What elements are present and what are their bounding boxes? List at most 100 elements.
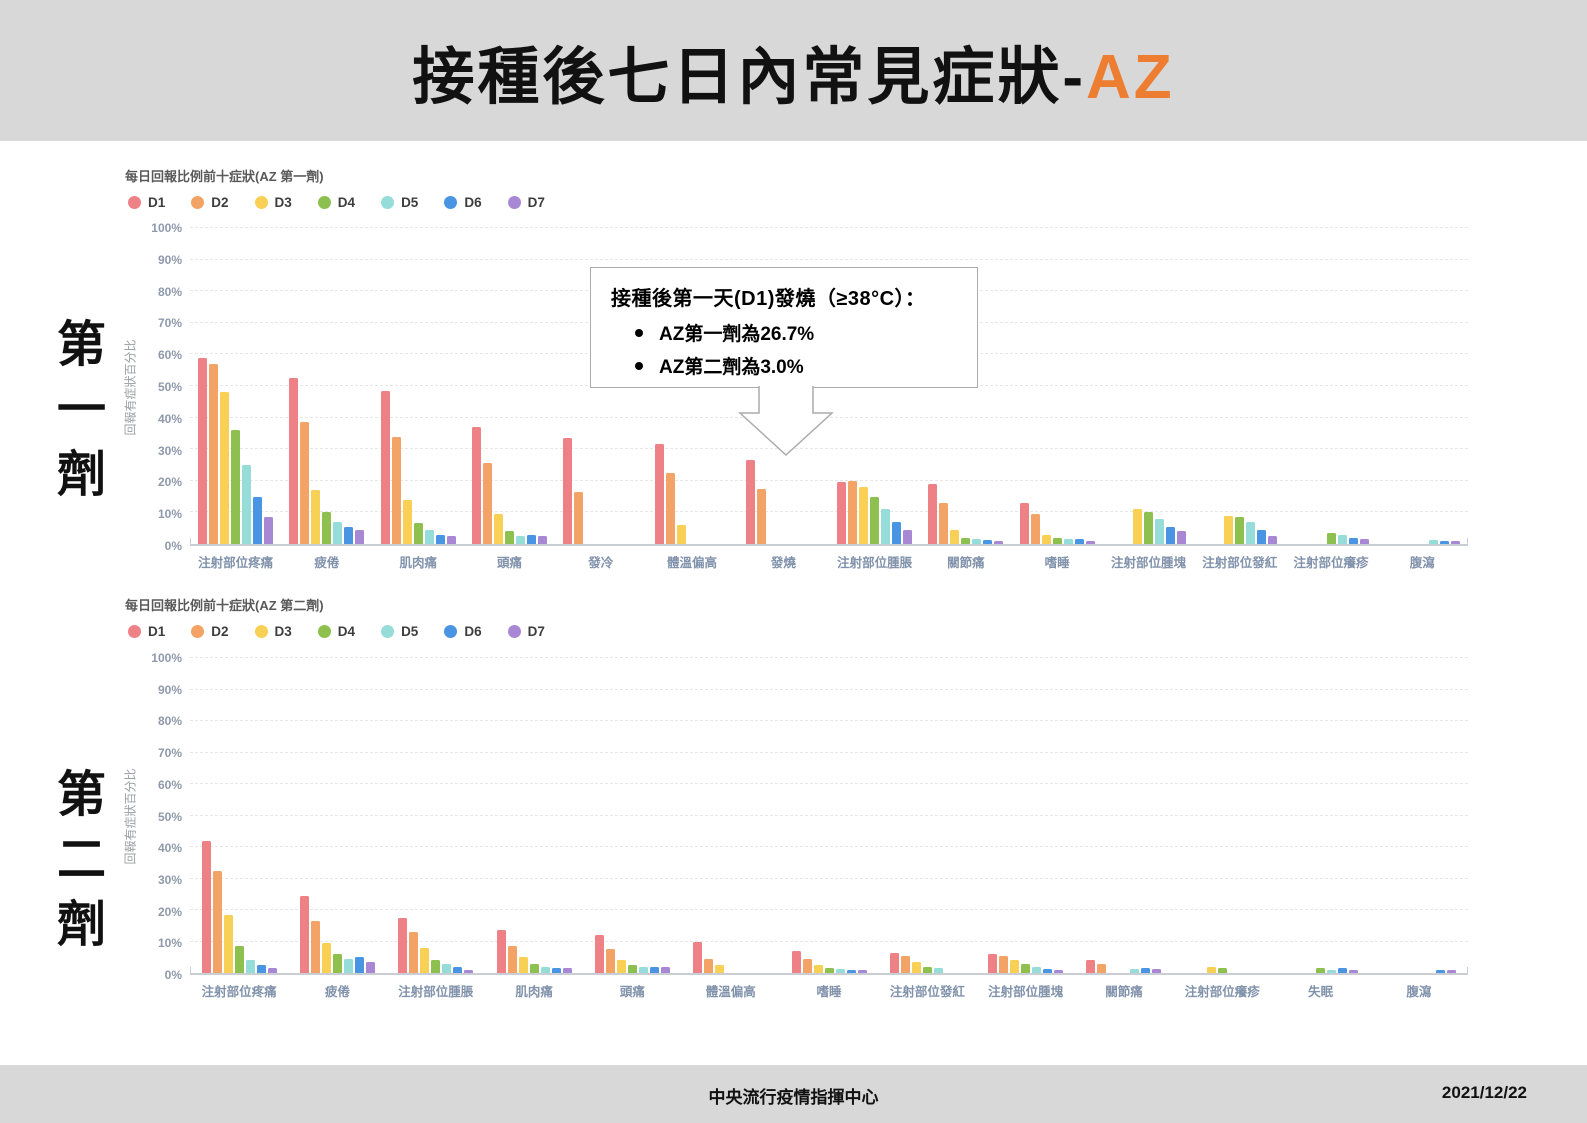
bar-D5-注射部位發紅: [1246, 521, 1256, 544]
bar-D3-注射部位疼痛: [223, 914, 233, 973]
bar-D2-疲倦: [300, 422, 310, 544]
legend-label-D3: D3: [274, 624, 292, 639]
bars-row: [190, 658, 1468, 973]
legend-dot-icon-D2: [191, 625, 205, 638]
legend-dot-icon-D3: [254, 196, 268, 209]
gridline-90: [190, 258, 1468, 260]
bar-D3-注射部位發紅: [1224, 515, 1234, 544]
bullet-dot-icon: [635, 361, 643, 370]
gridline-100: [190, 227, 1468, 228]
bar-D4-注射部位腫脹: [870, 496, 880, 544]
legend-dot-icon-D4: [317, 625, 331, 638]
bar-D5-頭痛: [515, 536, 525, 544]
bar-D4-注射部位腫脹: [431, 960, 441, 973]
y-tick-label-70: 70%: [157, 746, 182, 761]
bar-D4-失眠: [1316, 968, 1326, 973]
bar-D1-發燒: [745, 459, 755, 544]
x-label-注射部位發紅: 注射部位發紅: [889, 985, 965, 999]
x-label-嗜睡: 嗜睡: [816, 985, 842, 999]
gridline-10: [190, 511, 1468, 513]
y-tick-label-10: 10%: [157, 936, 182, 951]
bar-D6-肌肉痛: [551, 968, 561, 973]
bar-D5-疲倦: [333, 521, 343, 544]
bar-D7-注射部位腫塊: [1176, 531, 1186, 544]
bar-D1-注射部位發紅: [889, 952, 899, 973]
y-tick-label-50: 50%: [157, 809, 182, 824]
bar-D7-疲倦: [365, 961, 375, 973]
x-label-肌肉痛: 肌肉痛: [399, 556, 437, 570]
bar-D3-頭痛: [493, 513, 503, 544]
bar-D3-體溫偏高: [715, 965, 725, 973]
bar-D7-嗜睡: [857, 969, 867, 973]
legend-dot-icon-D1: [128, 625, 141, 638]
y-tick-label-20: 20%: [157, 904, 182, 919]
bar-D5-注射部位腫塊: [1032, 966, 1042, 973]
bar-D1-體溫偏高: [693, 941, 703, 973]
y-tick-label-0: 0%: [164, 968, 182, 982]
bar-group-體溫偏高: [682, 658, 780, 973]
bar-D2-頭痛: [605, 949, 615, 973]
bar-D5-注射部位癢疹: [1337, 534, 1347, 544]
bar-D1-頭痛: [594, 935, 604, 973]
bar-D6-肌肉痛: [435, 534, 445, 544]
x-label-注射部位腫脹: 注射部位腫脹: [837, 556, 913, 570]
legend-label-D5: D5: [401, 195, 419, 210]
y-tick-label-20: 20%: [157, 475, 182, 490]
bar-D5-失眠: [1327, 969, 1337, 973]
footer-band: 中央流行疫情指揮中心 2021/12/22: [0, 1065, 1587, 1123]
bar-D6-嗜睡: [1074, 539, 1084, 544]
y-tick-label-60: 60%: [157, 348, 182, 363]
bar-D7-頭痛: [660, 966, 670, 973]
bar-group-失眠: [1271, 658, 1369, 973]
bar-D6-注射部位發紅: [1257, 529, 1267, 544]
bar-D1-疲倦: [289, 378, 299, 544]
bar-D2-注射部位腫脹: [409, 932, 419, 973]
bar-D7-注射部位腫塊: [1054, 969, 1064, 973]
bar-D7-注射部位癢疹: [1359, 539, 1369, 544]
bar-group-嗜睡: [780, 658, 878, 973]
bar-D4-疲倦: [322, 512, 332, 544]
bar-D4-注射部位癢疹: [1326, 532, 1336, 544]
bar-D2-肌肉痛: [391, 436, 401, 544]
bar-D2-注射部位疼痛: [209, 363, 219, 544]
bar-D2-關節痛: [1097, 963, 1107, 973]
legend-label-D1: D1: [148, 624, 166, 639]
bar-D1-體溫偏高: [654, 444, 664, 544]
bar-D5-嗜睡: [1063, 539, 1073, 544]
bullet-dot-icon: [635, 328, 643, 337]
legend-dot-icon-D6: [444, 625, 458, 638]
bar-group-注射部位發紅: [878, 658, 976, 973]
y-tick-label-40: 40%: [157, 841, 182, 856]
bar-D4-頭痛: [504, 531, 514, 544]
bar-D7-關節痛: [1152, 969, 1162, 973]
bar-D1-關節痛: [928, 483, 938, 544]
x-label-頭痛: 頭痛: [619, 985, 645, 999]
side-label-second-dose: 第二劑: [50, 768, 104, 963]
bar-D5-注射部位腫脹: [442, 963, 452, 973]
x-label-注射部位發紅: 注射部位發紅: [1202, 556, 1278, 570]
bar-D2-體溫偏高: [665, 472, 675, 544]
bar-D6-注射部位腫塊: [1165, 526, 1175, 544]
legend-item-D1: D1: [128, 195, 165, 210]
x-label-注射部位腫塊: 注射部位腫塊: [1110, 556, 1186, 570]
bar-D2-注射部位疼痛: [212, 870, 222, 973]
bar-group-頭痛: [583, 658, 681, 973]
bar-D1-注射部位疼痛: [198, 357, 208, 544]
bar-D7-注射部位腫脹: [903, 529, 913, 544]
gridline-10: [190, 940, 1468, 942]
bar-D7-肌肉痛: [446, 536, 456, 544]
axis-end-tick: [1467, 967, 1468, 974]
bar-D4-頭痛: [627, 965, 637, 973]
legend-label-D6: D6: [464, 624, 482, 639]
bar-D6-注射部位腫脹: [892, 521, 902, 544]
x-label-注射部位疼痛: 注射部位疼痛: [198, 556, 274, 570]
bar-D6-注射部位疼痛: [253, 496, 263, 544]
bar-D6-頭痛: [526, 534, 536, 544]
bar-D7-肌肉痛: [562, 968, 572, 973]
bar-D6-頭痛: [649, 966, 659, 973]
bar-D7-注射部位疼痛: [267, 968, 277, 973]
bar-D2-發冷: [574, 491, 584, 544]
side-label-first-dose: 第一劑: [50, 318, 104, 513]
bar-D5-注射部位疼痛: [242, 465, 252, 544]
legend-item-D5: D5: [381, 195, 418, 210]
